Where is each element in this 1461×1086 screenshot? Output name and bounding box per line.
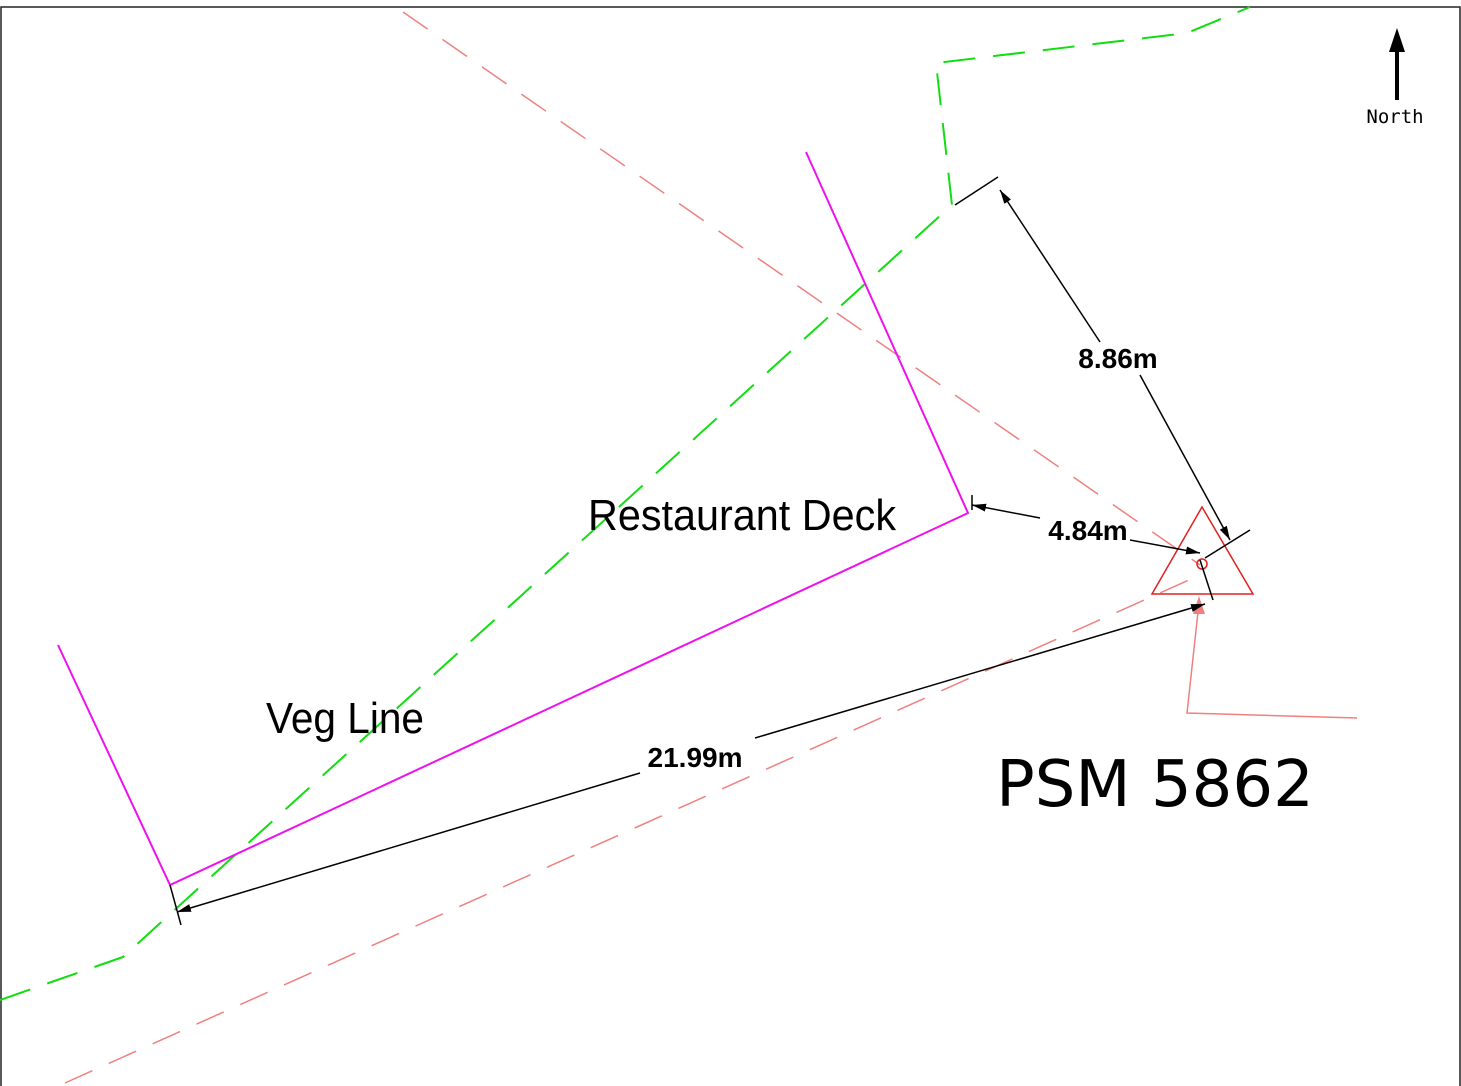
extension-line xyxy=(954,176,999,206)
dimension-line xyxy=(176,772,641,913)
leader-line xyxy=(1186,611,1358,719)
psm-point xyxy=(1196,558,1208,570)
psm-triangle xyxy=(1150,505,1255,595)
dimension-line xyxy=(999,189,1101,343)
deck-label: Restaurant Deck xyxy=(588,491,897,540)
veg-label: Veg Line xyxy=(266,694,424,743)
boundary-line xyxy=(402,11,1201,566)
north-arrowhead xyxy=(1389,28,1405,52)
psm-label: PSM 5862 xyxy=(996,748,1314,822)
dimension-label: 21.99m xyxy=(648,742,743,773)
north-label: North xyxy=(1366,106,1423,128)
deck-outline xyxy=(57,151,970,887)
dimension-label: 8.86m xyxy=(1078,343,1157,374)
extension-line xyxy=(169,884,182,926)
dimension-line xyxy=(1129,539,1201,555)
dimension-line xyxy=(1139,374,1231,541)
border xyxy=(0,6,1461,1086)
extension-line xyxy=(1204,529,1251,559)
veg-line xyxy=(0,6,1251,1001)
dimension-line xyxy=(754,603,1206,739)
dimension-line xyxy=(971,503,1041,519)
dimension-label: 4.84m xyxy=(1048,515,1127,546)
extension-line xyxy=(1199,559,1214,601)
boundary-line xyxy=(64,574,1201,1084)
